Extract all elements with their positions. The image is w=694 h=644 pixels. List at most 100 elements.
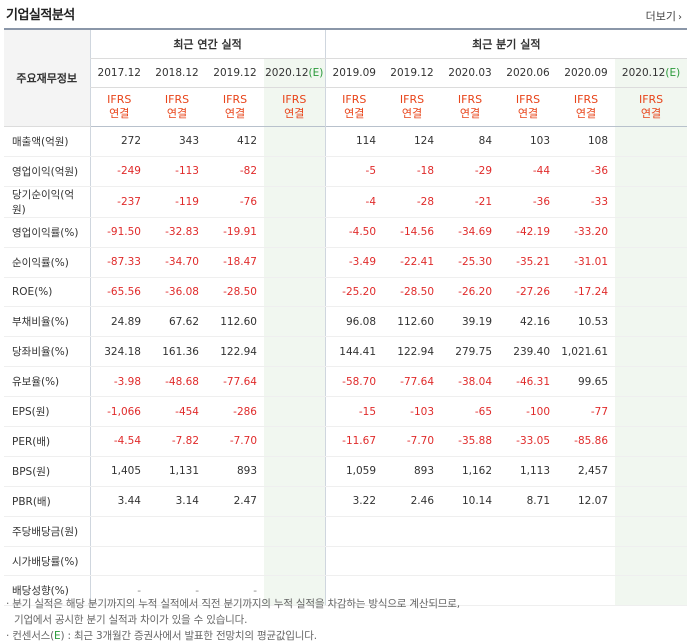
table-cell [615,247,688,278]
table-cell [615,336,688,368]
table-cell: 67.62 [148,306,206,338]
table-cell: 112.60 [206,306,264,338]
accounting-header: IFRS 연결 [222,93,248,120]
table-row: 시가배당률(%) [4,546,688,577]
table-cell [615,575,688,607]
table-cell [615,216,688,248]
table-row: 당기순이익(억원) -237 -119 -76 -4 -28 -21 -36 -33 [4,186,688,218]
table-cell: 1,131 [148,456,206,487]
table-cell: -28.50 [206,277,264,308]
period-header: 2020.06 [499,58,558,88]
table-cell: -17.24 [557,277,616,308]
table-cell: 39.19 [441,306,500,338]
table-cell: -25.30 [441,247,500,278]
table-cell [264,486,326,517]
table-cell: -33.20 [557,216,616,248]
table-cell: 3.14 [148,486,206,517]
table-cell: -28 [383,186,442,218]
table-cell: 144.41 [324,336,384,368]
table-cell [615,396,688,428]
label-header: 주요재무정보 [4,29,90,127]
table-cell: -46.31 [499,366,558,398]
table-cell [499,515,558,547]
table-row: 순이익률(%) -87.33 -34.70 -18.47 -3.49 -22.41 -25.… [4,247,688,278]
table-cell [615,306,688,338]
table-cell: 1,162 [441,456,500,487]
table-cell: -44 [499,156,558,187]
table-cell: -82 [206,156,264,187]
table-cell [557,515,616,547]
table-cell: -34.69 [441,216,500,248]
table-cell [499,575,558,607]
table-cell [264,126,326,157]
period-header: 2018.12 [148,58,206,88]
row-label: 배당성향(%) [4,575,90,607]
table-cell: -15 [324,396,384,428]
table-row: 주당배당금(원) [4,515,688,547]
table-cell [324,575,384,607]
table-cell: -7.82 [148,426,206,457]
table-cell: 112.60 [383,306,442,338]
table-cell: -25.20 [324,277,384,308]
table-cell: -237 [89,186,148,218]
table-cell: -286 [206,396,264,428]
table-cell: -58.70 [324,366,384,398]
table-cell [383,575,442,607]
table-cell: -31.01 [557,247,616,278]
table-cell [264,306,326,338]
table-cell: -36 [499,186,558,218]
table-cell [264,247,326,278]
table-cell: 3.44 [89,486,148,517]
table-cell [264,336,326,368]
table-cell: -4.54 [89,426,148,457]
table-cell [148,515,206,547]
table-cell: -36.08 [148,277,206,308]
table-cell: 279.75 [441,336,500,368]
table-cell: 2.47 [206,486,264,517]
table-cell [615,515,688,547]
table-cell: -7.70 [383,426,442,457]
table-cell [441,575,500,607]
table-cell: 8.71 [499,486,558,517]
table-cell: -77 [557,396,616,428]
table-cell: -35.88 [441,426,500,457]
table-cell: 161.36 [148,336,206,368]
table-cell: 122.94 [206,336,264,368]
section-title: 기업실적분석 [6,8,75,23]
table-cell [615,126,688,157]
table-cell: 10.14 [441,486,500,517]
period-header: 2019.09 [324,58,384,88]
row-label: 순이익률(%) [4,247,90,278]
table-cell: 343 [148,126,206,157]
table-cell: 2.46 [383,486,442,517]
table-cell [264,216,326,248]
table-cell: -65 [441,396,500,428]
table-cell: 96.08 [324,306,384,338]
accounting-header: IFRS 연결 [164,93,190,120]
table-row: ROE(%) -65.56 -36.08 -28.50 -25.20 -28.50 -26.… [4,277,688,308]
table-cell: -1,066 [89,396,148,428]
table-cell [264,546,326,577]
more-link[interactable]: 더보기 › [646,8,682,24]
table-cell: -77.64 [206,366,264,398]
table-cell [615,186,688,218]
row-label: ROE(%) [4,277,90,308]
table-cell: -18 [383,156,442,187]
row-label: 당좌비율(%) [4,336,90,368]
period-header: 2020.09 [557,58,616,88]
table-cell [615,546,688,577]
table-cell [383,546,442,577]
row-label: 매출액(억원) [4,126,90,157]
table-cell: 84 [441,126,500,157]
table-cell [264,396,326,428]
row-label: 영업이익(억원) [4,156,90,187]
table-cell: -42.19 [499,216,558,248]
accounting-header: IFRS 연결 [615,87,688,127]
row-label: 영업이익률(%) [4,216,90,248]
row-label: EPS(원) [4,396,90,428]
table-row: 매출액(억원) 272 343 412 114 124 84 103 108 [4,126,688,157]
table-row: PER(배) -4.54 -7.82 -7.70 -11.67 -7.70 -35.88 -3… [4,426,688,457]
table-cell [557,575,616,607]
table-cell: -29 [441,156,500,187]
table-cell [615,366,688,398]
